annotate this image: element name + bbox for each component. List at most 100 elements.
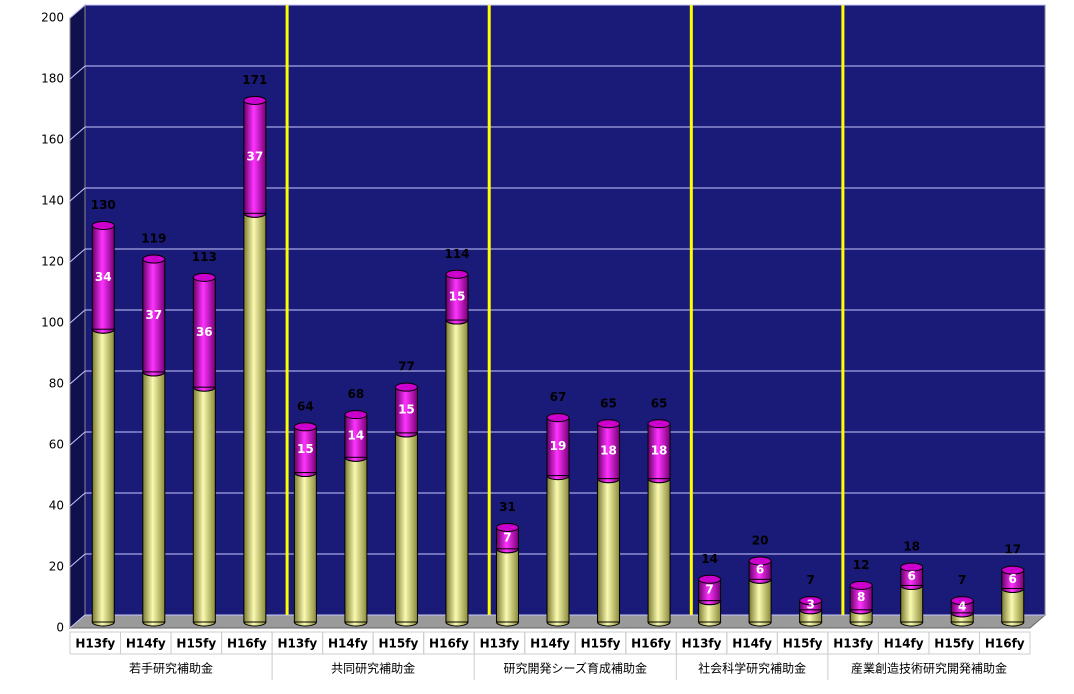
y-tick-label: 40	[49, 499, 64, 513]
bar-cap	[243, 95, 267, 105]
total-label: 68	[348, 387, 365, 401]
bar-cap	[799, 596, 823, 606]
bar-cap	[849, 580, 873, 590]
bar-cap	[344, 410, 368, 420]
value-label: 15	[398, 403, 415, 417]
bar	[192, 386, 216, 623]
bar	[900, 584, 924, 623]
value-label: 6	[756, 563, 764, 577]
bar-cap	[950, 596, 974, 606]
bar-cap	[293, 422, 317, 432]
value-label: 7	[503, 531, 511, 545]
group-label: 共同研究補助金	[331, 661, 415, 676]
total-label: 12	[853, 558, 870, 572]
value-label: 6	[908, 569, 916, 583]
grid-line	[69, 248, 86, 263]
y-tick-label: 200	[41, 11, 64, 25]
total-label: 119	[141, 232, 166, 246]
category-box	[978, 631, 1031, 655]
y-tick-label: 80	[49, 377, 64, 391]
total-label: 7	[958, 573, 966, 587]
bar-cap	[495, 522, 519, 532]
bar	[748, 578, 772, 623]
group-label: 研究開発シーズ育成補助金	[504, 661, 647, 676]
grid-line	[69, 492, 86, 507]
grid-line	[69, 65, 86, 80]
bar-cap	[394, 382, 418, 392]
x-tick-label: H15fy	[783, 637, 823, 651]
bar-cap	[748, 556, 772, 566]
value-label: 15	[297, 442, 314, 456]
x-tick-label: H15fy	[379, 637, 419, 651]
total-label: 65	[651, 396, 668, 410]
total-label: 67	[550, 390, 567, 404]
x-tick-label: H14fy	[732, 637, 772, 651]
bar-cap	[698, 574, 722, 584]
value-label: 3	[806, 598, 814, 612]
total-label: 113	[192, 250, 217, 264]
y-tick-label: 140	[41, 194, 64, 208]
x-tick-label: H16fy	[631, 637, 671, 651]
value-label: 34	[95, 270, 112, 284]
bar-cap	[192, 272, 216, 282]
x-tick-label: H15fy	[176, 637, 216, 651]
x-tick-label: H15fy	[581, 637, 621, 651]
total-label: 7	[806, 573, 814, 587]
grid-line	[69, 614, 86, 629]
x-tick-label: H13fy	[833, 637, 873, 651]
value-label: 6	[1009, 572, 1017, 586]
total-label: 130	[91, 198, 116, 212]
y-tick-label: 160	[41, 133, 64, 147]
group-label: 産業創造技術研究開発補助金	[851, 661, 1007, 676]
y-tick-label: 20	[49, 560, 64, 574]
bar-cap	[1001, 565, 1025, 575]
bar	[91, 328, 115, 623]
total-label: 64	[297, 399, 314, 413]
value-label: 15	[449, 290, 466, 304]
total-label: 65	[600, 396, 617, 410]
x-tick-label: H14fy	[530, 637, 570, 651]
value-label: 4	[958, 599, 966, 613]
y-tick-label: 120	[41, 255, 64, 269]
value-label: 36	[196, 325, 213, 339]
value-label: 8	[857, 590, 865, 604]
y-tick-label: 60	[49, 438, 64, 452]
bar-cap	[546, 413, 570, 423]
total-label: 14	[701, 552, 718, 566]
total-label: 20	[752, 534, 769, 548]
grid-line	[69, 126, 86, 141]
x-tick-label: H13fy	[480, 637, 520, 651]
bar	[243, 212, 267, 623]
total-label: 114	[444, 247, 469, 261]
x-tick-label: H16fy	[227, 637, 267, 651]
bar	[142, 371, 166, 623]
value-label: 19	[550, 439, 567, 453]
bar-cap	[597, 419, 621, 429]
value-label: 18	[651, 444, 668, 458]
bar	[495, 548, 519, 623]
y-tick-label: 180	[41, 72, 64, 86]
bar	[293, 472, 317, 623]
bar	[647, 478, 671, 623]
x-tick-label: H14fy	[884, 637, 924, 651]
value-label: 7	[705, 582, 713, 596]
grid-line	[69, 309, 86, 324]
group-label: 若手研究補助金	[129, 661, 213, 676]
bar	[1001, 587, 1025, 623]
total-label: 18	[903, 540, 920, 554]
x-tick-label: H16fy	[429, 637, 469, 651]
bar-cap	[445, 269, 469, 279]
value-label: 18	[600, 444, 617, 458]
total-label: 17	[1004, 543, 1021, 557]
total-label: 31	[499, 500, 516, 514]
total-label: 77	[398, 360, 415, 374]
x-tick-label: H14fy	[126, 637, 166, 651]
x-tick-label: H13fy	[277, 637, 317, 651]
y-tick-label: 100	[41, 316, 64, 330]
bar	[546, 475, 570, 623]
bar-cap	[647, 419, 671, 429]
grid-line	[69, 431, 86, 446]
value-label: 37	[145, 308, 162, 322]
grid-line	[69, 553, 86, 568]
bar	[597, 478, 621, 623]
